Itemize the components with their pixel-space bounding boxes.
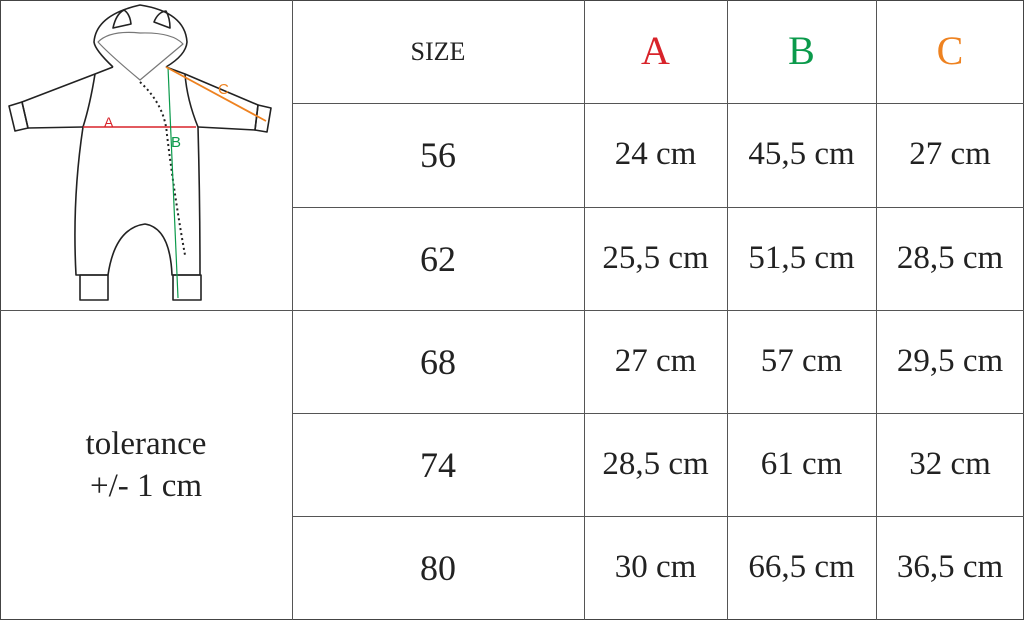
divider — [292, 516, 1024, 517]
divider — [0, 310, 1024, 311]
size-cell: 56 — [420, 134, 456, 175]
tolerance-value: +/- 1 cm — [89, 468, 203, 504]
size-header: SIZE — [410, 36, 466, 66]
measurement-b-cell: 45,5 cm — [748, 136, 855, 172]
baby-jumpsuit-measurement-diagram: A B C — [8, 4, 272, 301]
tolerance-note: tolerance +/- 1 cm — [0, 310, 292, 620]
measurement-c-cell: 32 cm — [909, 446, 991, 482]
size-cell: 68 — [420, 341, 456, 382]
measurement-c-cell: 36,5 cm — [896, 549, 1004, 585]
divider — [292, 413, 1024, 414]
measurement-a-cell: 30 cm — [614, 549, 697, 585]
label-c: C — [218, 81, 229, 98]
measurement-c-cell: 29,5 cm — [896, 343, 1004, 379]
measurement-a-cell: 28,5 cm — [602, 446, 709, 482]
divider — [292, 103, 1024, 104]
size-cell: 80 — [420, 547, 456, 588]
tolerance-label: tolerance — [85, 426, 207, 462]
measurement-b-cell: 51,5 cm — [748, 240, 855, 276]
measurement-a-cell: 27 cm — [614, 343, 697, 379]
divider — [292, 207, 1024, 208]
size-cell: 74 — [420, 444, 456, 485]
measurement-c-cell: 28,5 cm — [896, 240, 1004, 276]
label-b: B — [171, 134, 181, 151]
measurement-b-cell: 66,5 cm — [748, 549, 855, 585]
measurement-a-cell: 24 cm — [614, 136, 697, 172]
column-header-b: B — [788, 27, 815, 73]
measurement-c-cell: 27 cm — [909, 136, 991, 172]
measurement-a-cell: 25,5 cm — [602, 240, 709, 276]
measurement-b-cell: 57 cm — [760, 343, 843, 379]
column-header-c: C — [936, 27, 964, 73]
measurement-b-cell: 61 cm — [760, 446, 843, 482]
size-cell: 62 — [420, 238, 456, 279]
column-header-a: A — [641, 27, 670, 73]
label-a: A — [104, 114, 114, 130]
